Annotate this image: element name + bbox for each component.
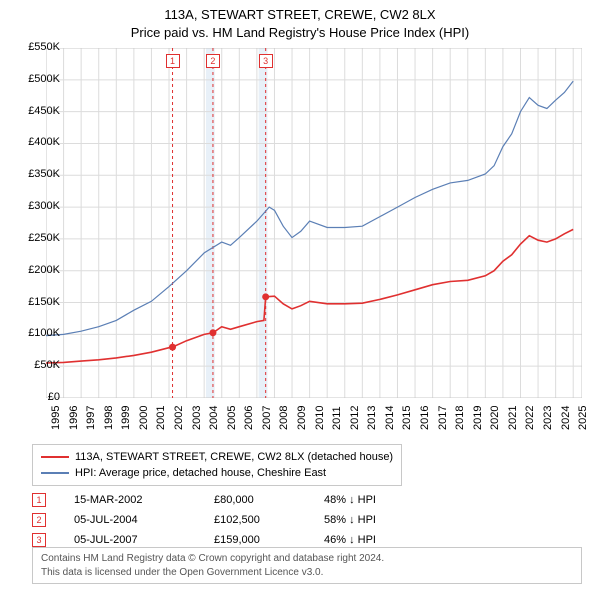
x-tick-label: 2015 <box>401 406 413 430</box>
y-tick-label: £50K <box>10 359 60 371</box>
x-tick-label: 1998 <box>103 406 115 430</box>
y-tick-label: £100K <box>10 327 60 339</box>
chart-svg <box>46 48 582 398</box>
marker-date: 15-MAR-2002 <box>74 494 214 506</box>
x-tick-label: 2016 <box>419 406 431 430</box>
footer-attribution: Contains HM Land Registry data © Crown c… <box>32 547 582 584</box>
y-tick-label: £250K <box>10 232 60 244</box>
title-address: 113A, STEWART STREET, CREWE, CW2 8LX <box>0 6 600 24</box>
x-tick-label: 2023 <box>542 406 554 430</box>
marker-date: 05-JUL-2004 <box>74 514 214 526</box>
x-tick-label: 2018 <box>454 406 466 430</box>
footer-line1: Contains HM Land Registry data © Crown c… <box>41 552 573 566</box>
legend-swatch-price <box>41 456 69 458</box>
x-tick-label: 2025 <box>577 406 589 430</box>
x-tick-label: 2003 <box>191 406 203 430</box>
x-tick-label: 2004 <box>208 406 220 430</box>
marker-number-box: 3 <box>32 533 46 547</box>
title-subtitle: Price paid vs. HM Land Registry's House … <box>0 24 600 42</box>
marker-date: 05-JUL-2007 <box>74 534 214 546</box>
chart-marker-label: 1 <box>166 54 180 68</box>
chart-title: 113A, STEWART STREET, CREWE, CW2 8LX Pri… <box>0 0 600 41</box>
chart-marker-label: 2 <box>206 54 220 68</box>
x-tick-label: 2013 <box>366 406 378 430</box>
x-tick-label: 2021 <box>507 406 519 430</box>
markers-table: 1 15-MAR-2002£80,00048% ↓ HPI 2 05-JUL-2004… <box>32 490 434 550</box>
legend-label-hpi: HPI: Average price, detached house, Ches… <box>75 467 326 479</box>
legend-label-price: 113A, STEWART STREET, CREWE, CW2 8LX (de… <box>75 451 393 463</box>
y-tick-label: £350K <box>10 168 60 180</box>
legend-row: HPI: Average price, detached house, Ches… <box>41 465 393 481</box>
y-tick-label: £0 <box>10 391 60 403</box>
x-tick-label: 2010 <box>314 406 326 430</box>
y-tick-label: £500K <box>10 73 60 85</box>
y-tick-label: £450K <box>10 105 60 117</box>
x-tick-label: 1997 <box>85 406 97 430</box>
y-tick-label: £200K <box>10 264 60 276</box>
marker-number-box: 1 <box>32 493 46 507</box>
marker-delta: 48% ↓ HPI <box>324 494 434 506</box>
marker-row: 1 15-MAR-2002£80,00048% ↓ HPI <box>32 490 434 510</box>
legend-box: 113A, STEWART STREET, CREWE, CW2 8LX (de… <box>32 444 402 486</box>
marker-row: 2 05-JUL-2004£102,50058% ↓ HPI <box>32 510 434 530</box>
y-tick-label: £300K <box>10 200 60 212</box>
x-tick-label: 2001 <box>155 406 167 430</box>
x-tick-label: 2009 <box>296 406 308 430</box>
x-tick-label: 2000 <box>138 406 150 430</box>
x-tick-label: 1999 <box>120 406 132 430</box>
x-tick-label: 2014 <box>384 406 396 430</box>
x-tick-label: 2005 <box>226 406 238 430</box>
x-tick-label: 2012 <box>349 406 361 430</box>
y-tick-label: £400K <box>10 136 60 148</box>
x-tick-label: 2022 <box>524 406 536 430</box>
marker-price: £80,000 <box>214 494 324 506</box>
marker-delta: 46% ↓ HPI <box>324 534 434 546</box>
x-tick-label: 2011 <box>331 406 343 430</box>
x-tick-label: 2006 <box>243 406 255 430</box>
x-tick-label: 2019 <box>472 406 484 430</box>
y-tick-label: £150K <box>10 296 60 308</box>
chart-area <box>46 48 582 398</box>
marker-price: £102,500 <box>214 514 324 526</box>
x-tick-label: 2024 <box>560 406 572 430</box>
chart-marker-label: 3 <box>259 54 273 68</box>
marker-number-box: 2 <box>32 513 46 527</box>
x-tick-label: 2017 <box>437 406 449 430</box>
y-tick-label: £550K <box>10 41 60 53</box>
x-tick-label: 1995 <box>50 406 62 430</box>
marker-delta: 58% ↓ HPI <box>324 514 434 526</box>
x-tick-label: 1996 <box>68 406 80 430</box>
x-tick-label: 2008 <box>278 406 290 430</box>
marker-price: £159,000 <box>214 534 324 546</box>
x-tick-label: 2002 <box>173 406 185 430</box>
legend-swatch-hpi <box>41 472 69 474</box>
footer-line2: This data is licensed under the Open Gov… <box>41 566 573 580</box>
x-tick-label: 2020 <box>489 406 501 430</box>
x-tick-label: 2007 <box>261 406 273 430</box>
legend-row: 113A, STEWART STREET, CREWE, CW2 8LX (de… <box>41 449 393 465</box>
